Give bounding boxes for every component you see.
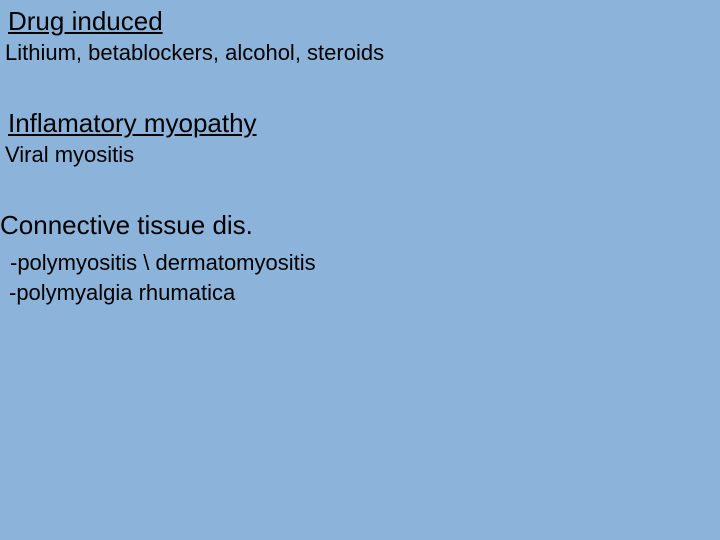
body-connective-line2: -polymyalgia rhumatica [9, 280, 235, 306]
heading-connective-tissue: Connective tissue dis. [0, 210, 253, 241]
body-connective-line1: -polymyositis \ dermatomyositis [10, 250, 316, 276]
body-drug-induced: Lithium, betablockers, alcohol, steroids [5, 40, 384, 66]
heading-drug-induced: Drug induced [8, 6, 163, 37]
body-inflamatory-myopathy: Viral myositis [5, 142, 134, 168]
heading-inflamatory-myopathy: Inflamatory myopathy [8, 108, 257, 139]
slide: Drug induced Lithium, betablockers, alco… [0, 0, 720, 540]
